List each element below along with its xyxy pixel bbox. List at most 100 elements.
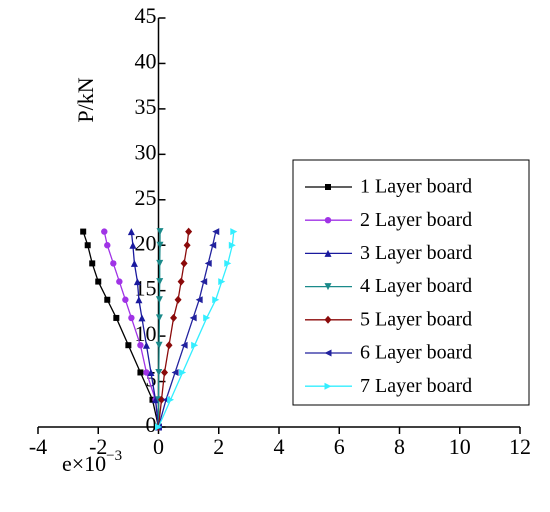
marker	[110, 260, 117, 267]
marker	[116, 278, 123, 285]
marker	[137, 369, 144, 376]
marker	[212, 296, 220, 304]
marker	[155, 341, 163, 349]
marker	[230, 228, 238, 236]
marker	[189, 314, 197, 322]
legend-marker	[324, 283, 332, 291]
marker	[212, 228, 220, 236]
marker	[101, 228, 108, 235]
series-line	[130, 231, 160, 428]
legend-marker	[325, 184, 331, 190]
y-tick-label: 45	[135, 3, 157, 28]
marker	[128, 314, 135, 322]
marker	[125, 342, 132, 349]
marker	[183, 241, 191, 250]
x-tick-label: -2	[89, 434, 107, 459]
marker	[170, 313, 178, 322]
marker	[155, 296, 163, 304]
marker	[80, 228, 87, 235]
y-tick-label: 35	[135, 94, 157, 119]
legend-label: 5 Layer board	[360, 308, 472, 330]
legend-marker	[324, 217, 332, 224]
marker	[171, 368, 179, 376]
series-line	[82, 231, 160, 428]
marker	[158, 395, 166, 404]
x-tick-label: 8	[394, 434, 405, 459]
marker	[156, 259, 164, 267]
series-line	[157, 231, 161, 427]
marker	[133, 278, 141, 286]
marker	[84, 242, 91, 249]
legend-marker	[324, 349, 332, 357]
series-line	[157, 231, 235, 428]
y-tick-label: 20	[135, 230, 157, 255]
marker	[180, 341, 188, 349]
legend-label: 2 Layer board	[360, 209, 472, 231]
marker	[155, 368, 163, 376]
marker	[104, 296, 111, 303]
marker	[218, 278, 226, 286]
x-axis-label-base: e×10	[62, 451, 106, 476]
y-axis-label: P/kN	[73, 77, 98, 122]
legend-label: 3 Layer board	[360, 242, 472, 264]
marker	[179, 368, 187, 376]
marker	[161, 368, 169, 377]
legend-box	[292, 159, 530, 406]
legend-label: 4 Layer board	[360, 275, 472, 297]
y-tick-label: 30	[135, 139, 157, 164]
marker	[137, 342, 144, 349]
legend-marker	[324, 249, 332, 257]
marker	[127, 228, 135, 236]
x-tick-label: 2	[213, 434, 224, 459]
marker	[135, 296, 143, 304]
marker	[200, 278, 208, 286]
y-tick-label: 0	[146, 412, 157, 437]
marker	[185, 227, 193, 236]
legend-label: 7 Layer board	[360, 375, 472, 397]
marker	[142, 341, 150, 349]
marker	[138, 314, 146, 322]
marker	[155, 314, 163, 322]
marker	[151, 396, 159, 404]
y-tick-label: 10	[135, 321, 157, 346]
series-line	[103, 231, 160, 428]
marker	[191, 341, 199, 349]
marker	[209, 241, 217, 249]
y-tick-label: 25	[135, 185, 157, 210]
marker	[156, 278, 164, 286]
marker	[165, 341, 173, 350]
y-tick-label: 40	[135, 48, 157, 73]
legend-label: 6 Layer board	[360, 342, 472, 364]
y-tick-label: 5	[146, 367, 157, 392]
marker	[122, 296, 129, 303]
series-line	[157, 231, 217, 428]
marker	[177, 277, 185, 286]
marker	[143, 369, 150, 376]
marker	[156, 241, 164, 249]
x-tick-label: 6	[334, 434, 345, 459]
marker	[130, 259, 138, 267]
x-tick-label: 12	[509, 434, 531, 459]
x-tick-label: -4	[29, 434, 47, 459]
x-axis-label: e×10−3	[62, 448, 122, 476]
marker	[167, 396, 175, 404]
y-tick-label: 15	[135, 276, 157, 301]
x-tick-label: 0	[153, 434, 164, 459]
marker	[228, 241, 236, 249]
marker	[89, 260, 96, 267]
legend-marker	[324, 382, 332, 390]
x-axis-label-exponent: −3	[106, 448, 122, 464]
marker	[180, 259, 188, 268]
legend-label: 1 Layer board	[360, 176, 472, 198]
legend-marker	[324, 315, 332, 324]
marker	[155, 423, 162, 431]
marker	[174, 295, 182, 304]
marker	[95, 278, 102, 285]
series-line	[157, 231, 190, 428]
x-tick-label: 4	[274, 434, 285, 459]
marker	[147, 368, 155, 376]
marker	[224, 259, 232, 267]
marker	[113, 314, 120, 321]
marker	[104, 242, 111, 249]
